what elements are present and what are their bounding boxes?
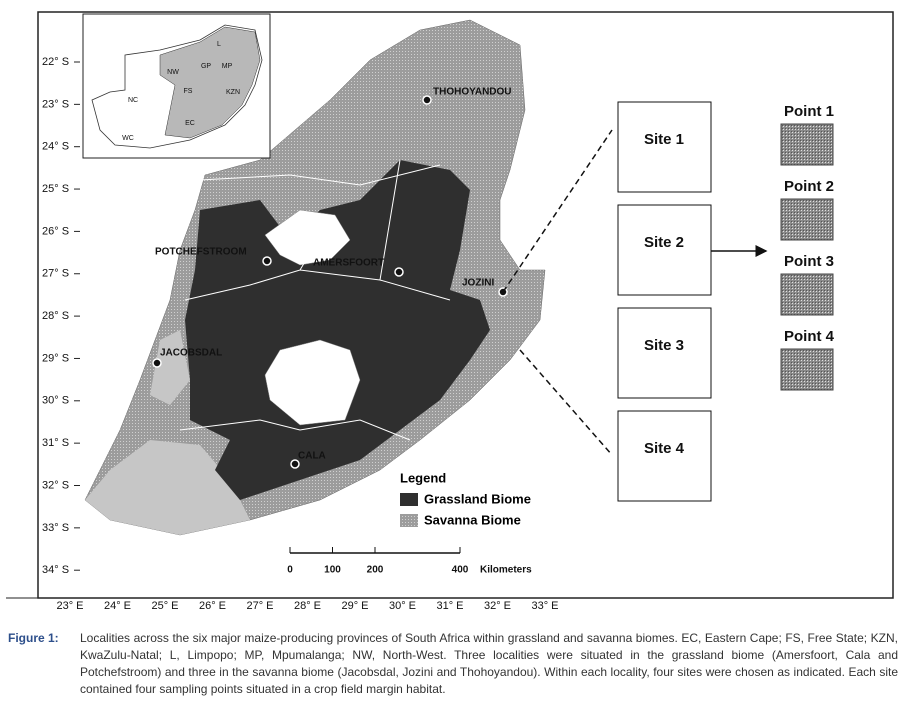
longitude-axis: 23° E 24° E 25° E 26° E 27° E 28° E 29° E 30° E…	[56, 600, 558, 612]
site-box	[617, 307, 712, 399]
sites: Site 1 Site 2 Site 3 Site 4	[617, 101, 712, 502]
zoom-line	[519, 349, 613, 456]
scale-label: 400	[452, 565, 469, 576]
site-box	[617, 204, 712, 296]
scale-bar: 0 100 200 400	[287, 547, 469, 576]
inset-label: GP	[201, 63, 211, 70]
legend-title: Legend	[400, 470, 446, 485]
legend-swatch	[400, 514, 418, 527]
scale-label: 0	[287, 565, 293, 576]
point-label: Point 2	[784, 178, 834, 195]
inset-label: L	[217, 41, 221, 48]
inset-label: FS	[184, 88, 193, 95]
inset-label: MP	[222, 63, 233, 70]
grassland-area	[185, 160, 490, 500]
latitude-label: 24° S	[42, 141, 69, 153]
locality-marker	[262, 256, 272, 266]
point-label: Point 4	[784, 328, 835, 345]
locality-label: AMERSFOORT	[313, 258, 384, 269]
longitude-label: 25° E	[151, 600, 178, 612]
locality-label: CALA	[298, 451, 326, 462]
latitude-label: 30° S	[42, 395, 69, 407]
longitude-label: 28° E	[294, 600, 321, 612]
legend-label: Grassland Biome	[424, 491, 531, 506]
latitude-label: 22° S	[42, 56, 69, 68]
site-label: Site 3	[644, 337, 684, 354]
map-frame	[37, 11, 894, 599]
site-label: Site 4	[644, 440, 685, 457]
inset-label: KZN	[226, 89, 240, 96]
latitude-label: 26° S	[42, 225, 69, 237]
inset-label: EC	[185, 120, 195, 127]
latitude-label: 25° S	[42, 183, 69, 195]
caption-text: Localities across the six major maize-pr…	[80, 631, 898, 696]
inset-shaded	[159, 26, 261, 139]
legend-swatch	[400, 493, 418, 506]
localities: THOHOYANDOU POTCHEFSTROOM AMERSFOORT JOZINI…	[152, 87, 512, 469]
locality-label: JOZINI	[462, 278, 494, 289]
latitude-label: 27° S	[42, 268, 69, 280]
locality-label: THOHOYANDOU	[433, 87, 512, 98]
longitude-label: 30° E	[389, 600, 416, 612]
longitude-label: 26° E	[199, 600, 226, 612]
longitude-label: 33° E	[531, 600, 558, 612]
inset-label: NC	[128, 97, 138, 104]
legend-label: Savanna Biome	[424, 512, 521, 527]
latitude-label: 29° S	[42, 352, 69, 364]
locality-marker	[422, 95, 432, 105]
locality-marker	[290, 459, 300, 469]
longitude-label: 24° E	[104, 600, 131, 612]
site-label: Site 1	[644, 131, 684, 148]
locality-marker	[152, 358, 162, 368]
latitude-label: 33° S	[42, 522, 69, 534]
inset-labels: L NW GP MP FS KZN NC EC WC	[122, 41, 240, 142]
caption-label: Figure 1:	[8, 631, 59, 645]
points: Point 1 Point 2 Point 3 Point 4	[780, 103, 835, 391]
latitude-label: 23° S	[42, 98, 69, 110]
locality-label: POTCHEFSTROOM	[155, 247, 247, 258]
zoom-line	[502, 129, 613, 293]
other-area	[150, 330, 190, 405]
longitude-label: 31° E	[436, 600, 463, 612]
longitude-label: 23° E	[56, 600, 83, 612]
latitude-axis: 22° S 23° S 24° S 25° S 26° S 27° S 28° S 29° S…	[42, 56, 80, 576]
point-square	[780, 198, 834, 241]
scale-unit: Kilometers	[480, 565, 532, 576]
point-square	[780, 348, 834, 391]
latitude-label: 32° S	[42, 479, 69, 491]
inset-label: NW	[167, 69, 179, 76]
point-label: Point 3	[784, 253, 834, 270]
longitude-label: 27° E	[246, 600, 273, 612]
latitude-label: 34° S	[42, 564, 69, 576]
inset-label: WC	[122, 135, 134, 142]
map-figure: 22° S 23° S 24° S 25° S 26° S 27° S 28° S 29° S…	[6, 11, 894, 612]
scale-label: 200	[367, 565, 384, 576]
longitude-label: 32° E	[484, 600, 511, 612]
locality-label: JACOBSDAL	[160, 348, 222, 359]
site-box	[617, 410, 712, 502]
lesotho	[264, 339, 361, 426]
gauteng	[264, 209, 351, 266]
site-label: Site 2	[644, 234, 684, 251]
longitude-label: 29° E	[341, 600, 368, 612]
point-square	[780, 273, 834, 316]
province-borders	[179, 159, 451, 441]
scale-label: 100	[324, 565, 341, 576]
latitude-label: 31° S	[42, 437, 69, 449]
other-area	[85, 440, 250, 535]
point-label: Point 1	[784, 103, 834, 120]
latitude-label: 28° S	[42, 310, 69, 322]
point-square	[780, 123, 834, 166]
site-box	[617, 101, 712, 193]
locality-marker	[394, 267, 404, 277]
